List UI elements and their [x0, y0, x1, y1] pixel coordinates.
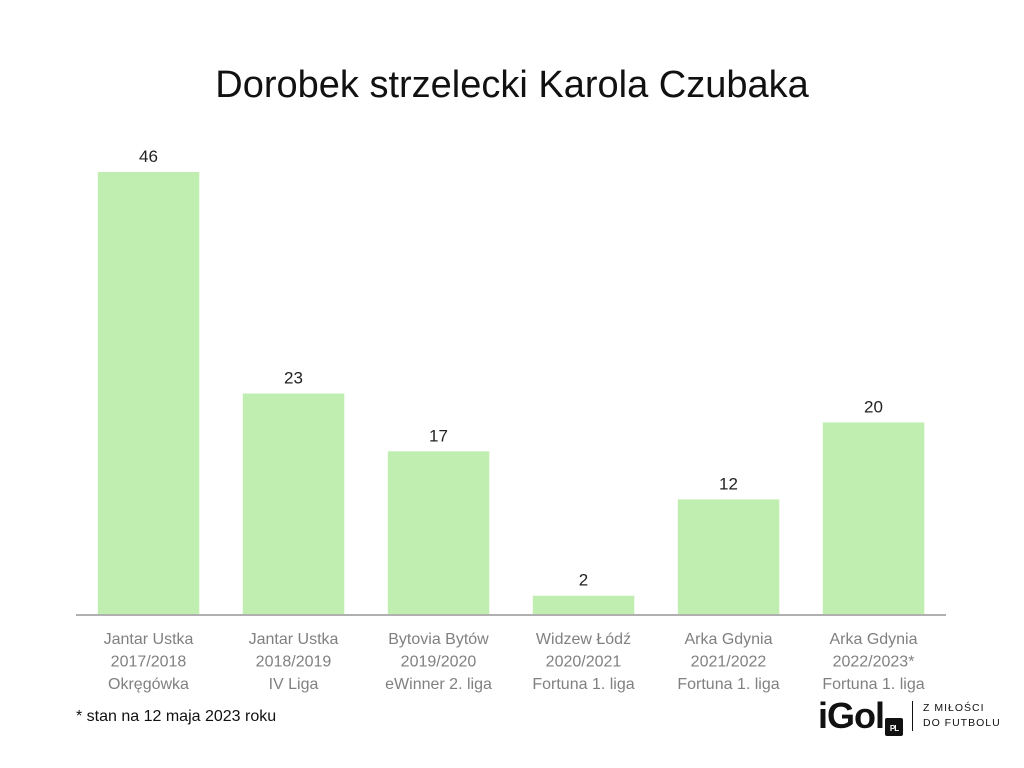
brand-logo: iGol PL Z MIŁOŚCI DO FUTBOLU: [818, 695, 1001, 736]
category-label-5-line-2: 2021/2022: [691, 654, 767, 671]
value-label-2: 23: [284, 369, 303, 388]
category-label-2: Jantar Ustka 2018/2019 IV Liga: [249, 631, 339, 693]
category-label-3: Bytovia Bytów 2019/2020 eWinner 2. liga: [385, 631, 492, 693]
category-label-5-line-3: Fortuna 1. liga: [677, 676, 779, 693]
bar-5: [677, 499, 780, 615]
value-label-6: 20: [864, 397, 883, 416]
bar-6: [822, 422, 925, 615]
value-label-5: 12: [719, 474, 738, 493]
category-label-4-line-3: Fortuna 1. liga: [532, 676, 634, 693]
category-label-3-line-2: 2019/2020: [401, 654, 477, 671]
logo-tagline-line-2: DO FUTBOLU: [923, 717, 1001, 729]
bar-2: [242, 393, 345, 615]
bars-group: [97, 172, 925, 615]
logo-badge-text: PL: [890, 724, 899, 733]
category-label-2-line-2: 2018/2019: [256, 654, 332, 671]
category-label-6: Arka Gdynia 2022/2023* Fortuna 1. liga: [822, 631, 924, 693]
bar-chart: Dorobek strzelecki Karola Czubaka 46 23 17…: [76, 64, 946, 693]
logo-name: iGol: [818, 695, 885, 736]
logo-divider: [912, 701, 913, 731]
category-label-1-line-1: Jantar Ustka: [104, 631, 194, 648]
value-labels-group: 46 23 17 2 12 20: [139, 147, 883, 590]
category-label-3-line-3: eWinner 2. liga: [385, 676, 492, 693]
logo-wordmark: iGol PL: [818, 695, 903, 736]
category-label-6-line-1: Arka Gdynia: [829, 631, 917, 648]
category-label-3-line-1: Bytovia Bytów: [388, 631, 489, 648]
category-label-2-line-3: IV Liga: [269, 676, 319, 693]
value-label-4: 2: [579, 571, 588, 590]
category-label-2-line-1: Jantar Ustka: [249, 631, 339, 648]
value-label-1: 46: [139, 147, 158, 166]
category-label-6-line-2: 2022/2023*: [833, 654, 915, 671]
category-label-4-line-1: Widzew Łódź: [536, 631, 631, 648]
bar-1: [97, 172, 200, 615]
bar-4: [532, 595, 635, 615]
bar-3: [387, 451, 490, 615]
pl-badge-icon: PL: [885, 718, 903, 736]
category-label-5: Arka Gdynia 2021/2022 Fortuna 1. liga: [677, 631, 779, 693]
category-label-5-line-1: Arka Gdynia: [684, 631, 772, 648]
logo-tagline-line-1: Z MIŁOŚCI: [923, 702, 985, 714]
category-label-4-line-2: 2020/2021: [546, 654, 622, 671]
logo-tagline: Z MIŁOŚCI DO FUTBOLU: [923, 701, 1001, 731]
value-label-3: 17: [429, 426, 448, 445]
category-label-1-line-3: Okręgówka: [108, 676, 189, 693]
chart-title: Dorobek strzelecki Karola Czubaka: [215, 64, 809, 106]
category-label-1: Jantar Ustka 2017/2018 Okręgówka: [104, 631, 194, 693]
footnote: * stan na 12 maja 2023 roku: [76, 708, 277, 725]
category-label-1-line-2: 2017/2018: [111, 654, 187, 671]
category-label-6-line-3: Fortuna 1. liga: [822, 676, 924, 693]
category-label-4: Widzew Łódź 2020/2021 Fortuna 1. liga: [532, 631, 634, 693]
